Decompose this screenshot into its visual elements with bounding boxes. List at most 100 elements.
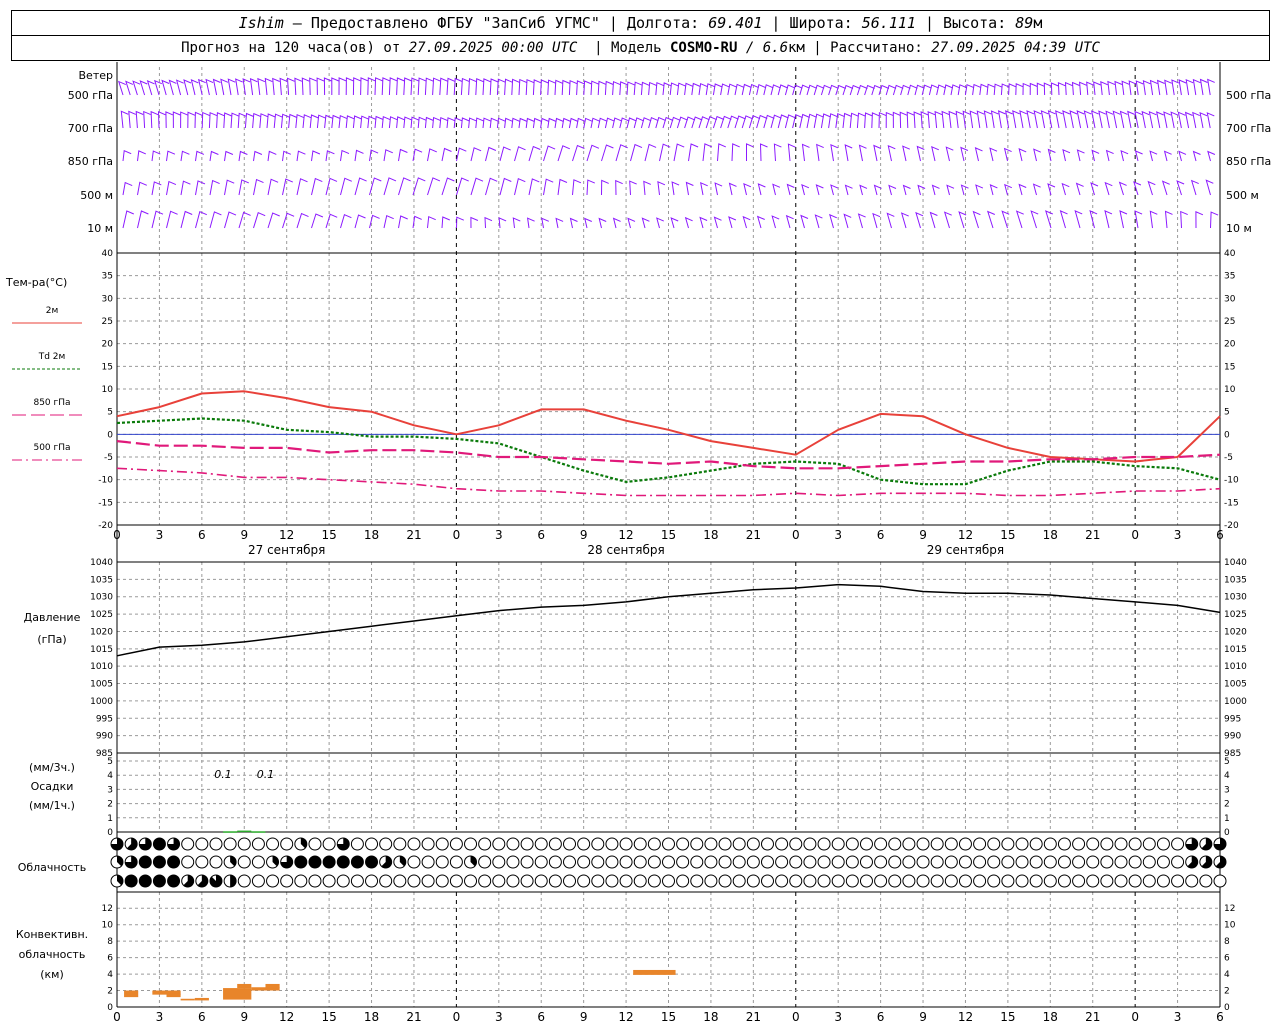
convective-panel: 0 0 2 2 4 4 6 6 8 8 10 10 12 12 Конвективн. облачность (… <box>16 904 1236 1013</box>
wind-barb <box>439 77 448 96</box>
lon-value: 69.401 <box>708 14 763 32</box>
cloud-fill <box>1214 838 1226 850</box>
wind-level-label: 500 гПа <box>68 89 113 102</box>
wind-barb <box>684 116 696 129</box>
cloud-symbol <box>407 874 421 888</box>
cloud-symbol <box>789 855 803 869</box>
wind-barb <box>1164 210 1173 229</box>
cloud-symbol <box>577 855 591 869</box>
wind-barb <box>619 81 628 96</box>
y-tick-label: 1015 <box>90 645 113 655</box>
x-tick-label: 3 <box>495 1010 503 1024</box>
cloud-symbol <box>944 874 958 888</box>
wind-barb <box>1107 80 1116 96</box>
wind-barb <box>1040 110 1049 129</box>
cloud-symbol <box>534 855 548 869</box>
cloud-symbol <box>534 874 548 888</box>
wind-barb <box>446 77 456 96</box>
wind-barb <box>943 84 953 96</box>
cloud-symbol <box>237 855 251 869</box>
wind-barb <box>540 79 549 96</box>
x-tick-label: 15 <box>661 528 676 542</box>
wind-barb <box>699 216 708 229</box>
wind-barb <box>615 179 623 196</box>
panel-frames <box>116 62 1221 1008</box>
wind-barb <box>424 116 434 129</box>
wind-barb <box>906 111 915 129</box>
wind-barb <box>398 148 408 162</box>
wind-barb <box>417 116 427 129</box>
wind-barb <box>590 117 601 129</box>
cloud-symbol <box>577 874 591 888</box>
wind-barb <box>989 184 998 196</box>
wind-barb <box>886 212 895 229</box>
wind-barb <box>921 84 932 96</box>
wind-barb <box>485 146 497 162</box>
wind-barb <box>137 181 147 196</box>
cloud-symbol <box>958 874 972 888</box>
wind-barb <box>220 78 229 96</box>
wind-barb <box>316 77 325 96</box>
cloud-symbol <box>916 855 930 869</box>
wind-barb <box>957 84 968 96</box>
cloud-symbol <box>874 855 888 869</box>
cloud-symbol <box>280 837 294 851</box>
wind-barb <box>338 77 347 96</box>
wind-barb <box>561 79 571 96</box>
wind-barb <box>460 77 470 96</box>
wind-barb <box>383 149 393 162</box>
cloud-symbol <box>266 874 280 888</box>
wind-barb <box>1195 211 1204 229</box>
pressure-line <box>116 583 1221 657</box>
alt-unit: м <box>1033 14 1043 32</box>
wind-barb <box>1098 110 1107 129</box>
cloud-symbol <box>520 837 534 851</box>
wind-barb <box>309 114 319 129</box>
wind-barb <box>633 81 643 96</box>
y-tick-label: 6 <box>107 954 113 964</box>
axis-labels: 0 0 3 3 6 6 9 9 12 12 15 15 18 18 21 21 0 0 3 3 6 6 9 9 12 12 15 15… <box>113 528 1224 1024</box>
pressure-ylabel2: (гПа) <box>37 633 66 646</box>
wind-barb <box>374 115 384 129</box>
wind-barb <box>1047 110 1056 129</box>
wind-barb <box>885 84 897 96</box>
wind-barb <box>705 116 717 129</box>
wind-barb <box>1015 83 1024 96</box>
wind-barb <box>1199 78 1208 96</box>
wind-barb <box>323 77 332 96</box>
y-tick-label-right: 25 <box>1224 317 1235 327</box>
cloud-symbol <box>732 855 746 869</box>
x-tick-label: 15 <box>1000 528 1015 542</box>
cloud-symbol <box>874 837 888 851</box>
cloud-fill <box>399 856 406 867</box>
cloud-symbol <box>845 855 859 869</box>
wind-barb <box>128 110 136 129</box>
wind-barb <box>137 210 149 229</box>
wind-barb <box>1105 149 1114 162</box>
x-tick-label: 21 <box>746 1010 761 1024</box>
wind-barb <box>264 77 273 96</box>
wind-barb <box>470 177 484 196</box>
dash: — <box>283 14 311 32</box>
wind-barb <box>331 114 341 129</box>
wind-barb <box>547 79 556 96</box>
y-tick-label-right: 990 <box>1224 732 1241 742</box>
wind-barb <box>180 150 190 162</box>
wind-barb <box>267 150 277 162</box>
wind-barb <box>135 110 144 129</box>
cloud-symbol <box>308 837 322 851</box>
x-tick-label: 9 <box>919 528 927 542</box>
x-tick-label: 9 <box>580 1010 588 1024</box>
wind-barb <box>267 212 280 229</box>
wind-barb <box>302 114 312 129</box>
y-tick-label: 12 <box>102 904 113 914</box>
y-tick-label: 1035 <box>90 575 113 585</box>
wind-barb <box>615 144 628 162</box>
y-tick-label-right: 995 <box>1224 714 1241 724</box>
wind-barb <box>913 111 922 129</box>
cloud-symbol <box>548 874 562 888</box>
wind-barb <box>907 84 918 96</box>
wind-barb <box>684 216 693 229</box>
wind-barb <box>902 184 911 196</box>
